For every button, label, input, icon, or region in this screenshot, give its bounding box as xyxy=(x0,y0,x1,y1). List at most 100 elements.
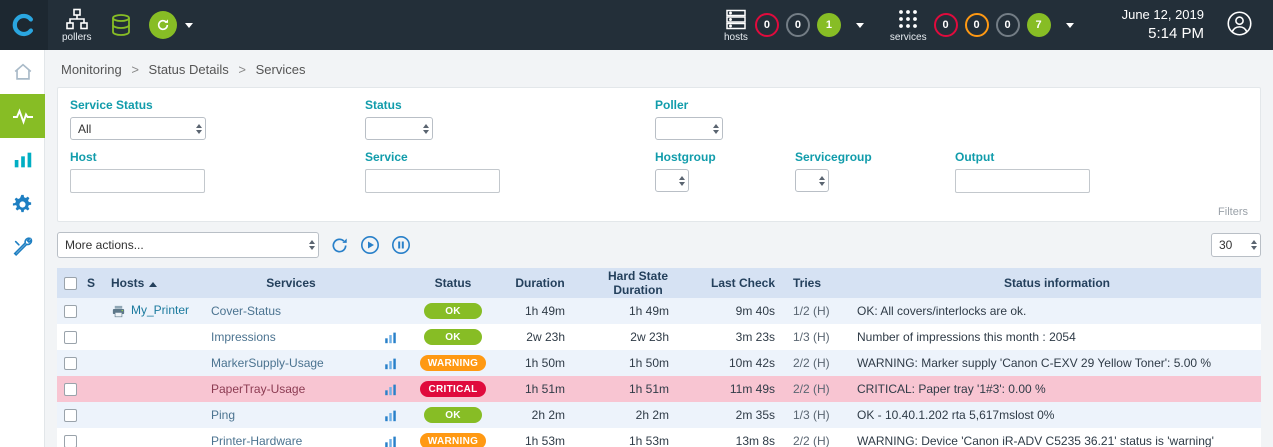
row-checkbox[interactable] xyxy=(63,383,77,397)
poller-select[interactable] xyxy=(655,117,723,140)
output-input[interactable] xyxy=(955,169,1090,193)
header-services[interactable]: Services xyxy=(207,268,375,298)
user-profile-button[interactable] xyxy=(1226,10,1253,40)
row-checkbox[interactable] xyxy=(63,409,77,423)
pollers-menu[interactable]: pollers xyxy=(62,7,91,43)
graph-icon[interactable] xyxy=(384,382,397,396)
cell-host xyxy=(107,428,207,447)
status-badge: WARNING xyxy=(419,355,487,372)
filter-status: Status xyxy=(365,98,655,140)
sidebar-item-administration[interactable] xyxy=(0,226,45,270)
service-link[interactable]: PaperTray-Usage xyxy=(211,382,306,396)
filters-toggle[interactable]: Filters xyxy=(1218,206,1248,218)
tools-icon xyxy=(13,237,32,257)
pause-icon xyxy=(392,236,410,254)
clock: June 12, 2019 5:14 PM xyxy=(1122,6,1204,44)
filter-output: Output xyxy=(955,150,1090,193)
graph-icon[interactable] xyxy=(384,356,397,370)
counter-badge-orange[interactable]: 0 xyxy=(964,13,989,37)
host-input[interactable] xyxy=(70,169,205,193)
graph-icon[interactable] xyxy=(384,330,397,344)
database-icon xyxy=(112,14,131,36)
sidebar-item-reporting[interactable] xyxy=(0,138,45,182)
service-input[interactable] xyxy=(365,169,500,193)
services-table: S Hosts Services Status Duration Hard St… xyxy=(57,268,1261,447)
host-link[interactable]: My_Printer xyxy=(131,303,190,318)
more-actions-value: More actions... xyxy=(65,238,144,252)
header-status-information[interactable]: Status information xyxy=(853,268,1261,298)
row-checkbox[interactable] xyxy=(63,305,77,319)
header-hosts[interactable]: Hosts xyxy=(107,268,207,298)
service-link[interactable]: MarkerSupply-Usage xyxy=(211,356,324,370)
table-row[interactable]: Ping OK 2h 2m 2h 2m 2m 35s 1/3 (H) OK - 10.40.… xyxy=(57,402,1261,428)
header-status[interactable]: Status xyxy=(405,268,501,298)
table-row[interactable]: PaperTray-Usage CRITICAL 1h 51m 1h 51m 11m 4… xyxy=(57,376,1261,402)
service-link[interactable]: Ping xyxy=(211,408,236,422)
page-size-select[interactable]: 30 xyxy=(1211,233,1261,257)
poller-chevron-down-icon[interactable] xyxy=(185,22,194,28)
counter-badge-gray[interactable]: 0 xyxy=(785,13,810,37)
graph-glyph xyxy=(384,384,396,396)
status-badge: OK xyxy=(424,329,482,346)
cell-severity xyxy=(83,376,107,402)
graph-icon[interactable] xyxy=(384,408,397,422)
table-row[interactable]: My_Printer Cover-Status OK 1h 49m 1h 49m 9m 4… xyxy=(57,298,1261,324)
cell-tries: 2/2 (H) xyxy=(793,356,830,370)
servicegroup-select[interactable] xyxy=(795,169,829,192)
service-link[interactable]: Impressions xyxy=(211,330,276,344)
header-duration[interactable]: Duration xyxy=(501,268,579,298)
services-chevron-down-icon[interactable] xyxy=(1065,22,1074,28)
counter-badge-red[interactable]: 0 xyxy=(933,13,958,37)
filter-hostgroup: Hostgroup xyxy=(655,150,795,193)
row-checkbox[interactable] xyxy=(63,357,77,371)
table-row[interactable]: Impressions OK 2w 23h 2w 23h 3m 23s 1/3 (H) Nu… xyxy=(57,324,1261,350)
hosts-chevron-down-icon[interactable] xyxy=(855,22,864,28)
sidebar-item-home[interactable] xyxy=(0,50,45,94)
cell-service: PaperTray-Usage xyxy=(207,376,375,402)
header-last-check[interactable]: Last Check xyxy=(697,268,789,298)
status-select[interactable] xyxy=(365,117,433,140)
service-link[interactable]: Cover-Status xyxy=(211,304,282,318)
breadcrumb-status-details[interactable]: Status Details xyxy=(148,62,229,77)
breadcrumb-monitoring[interactable]: Monitoring xyxy=(61,62,122,77)
filter-service-status: Service Status All xyxy=(70,98,365,140)
hostgroup-select[interactable] xyxy=(655,169,689,192)
services-icon xyxy=(899,10,918,28)
services-menu[interactable]: services xyxy=(890,7,927,43)
sidebar-item-configuration[interactable] xyxy=(0,182,45,226)
cell-tries: 1/2 (H) xyxy=(793,304,830,318)
breadcrumb-services[interactable]: Services xyxy=(255,62,306,77)
cell-tries: 2/2 (H) xyxy=(793,382,830,396)
cell-status-information: WARNING: Device 'Canon iR-ADV C5235 36.2… xyxy=(857,434,1214,447)
filter-host: Host xyxy=(70,150,365,193)
centreon-logo[interactable] xyxy=(0,0,48,50)
table-row[interactable]: MarkerSupply-Usage WARNING 1h 50m 1h 50m 10m… xyxy=(57,350,1261,376)
service-link[interactable]: Printer-Hardware xyxy=(211,434,303,447)
poller-label: Poller xyxy=(655,98,689,112)
service-status-select[interactable]: All xyxy=(70,117,206,140)
row-checkbox[interactable] xyxy=(63,331,77,345)
pause-button[interactable] xyxy=(390,234,412,256)
status-badge: CRITICAL xyxy=(420,381,486,398)
counter-badge-green[interactable]: 1 xyxy=(816,13,841,37)
table-row[interactable]: Printer-Hardware WARNING 1h 53m 1h 53m 13m 8… xyxy=(57,428,1261,447)
refresh-button[interactable] xyxy=(328,234,350,256)
sidebar-item-monitoring[interactable] xyxy=(0,94,45,138)
counter-badge-gray[interactable]: 0 xyxy=(995,13,1020,37)
counter-badge-red[interactable]: 0 xyxy=(754,13,779,37)
status-badge: OK xyxy=(424,303,482,320)
header-hard-state-duration[interactable]: Hard State Duration xyxy=(579,268,697,298)
graph-icon[interactable] xyxy=(384,434,397,447)
select-all-checkbox[interactable] xyxy=(63,277,77,291)
cell-tries: 1/3 (H) xyxy=(793,330,830,344)
counter-badge-green[interactable]: 7 xyxy=(1026,13,1051,37)
engine-status-indicator[interactable] xyxy=(149,11,178,39)
header-tries[interactable]: Tries xyxy=(789,268,853,298)
resume-button[interactable] xyxy=(359,234,381,256)
row-checkbox[interactable] xyxy=(63,435,77,447)
hosts-menu[interactable]: hosts xyxy=(724,7,748,43)
home-icon xyxy=(14,63,31,80)
more-actions-select[interactable]: More actions... xyxy=(57,232,319,258)
database-status[interactable] xyxy=(109,13,133,37)
